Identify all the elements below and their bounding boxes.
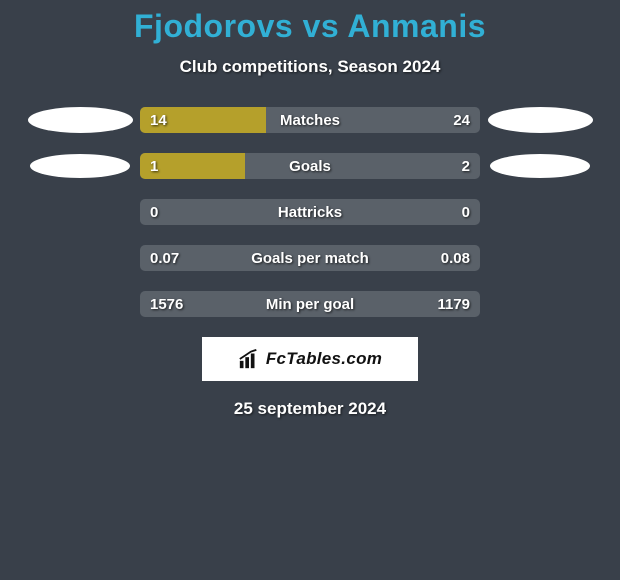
stat-value-right: 2 xyxy=(462,153,470,179)
stat-bar: 1 Goals 2 xyxy=(140,153,480,179)
page-title: Fjodorovs vs Anmanis xyxy=(0,8,620,45)
stat-bar: 0 Hattricks 0 xyxy=(140,199,480,225)
stat-row: 1576 Min per goal 1179 xyxy=(0,291,620,317)
stat-value-right: 0 xyxy=(462,199,470,225)
stat-value-right: 0.08 xyxy=(441,245,470,271)
team-badge-right xyxy=(488,107,593,133)
team-badge-left xyxy=(30,154,130,178)
comparison-card: Fjodorovs vs Anmanis Club competitions, … xyxy=(0,0,620,419)
team-badge-left xyxy=(28,107,133,133)
stat-bar: 14 Matches 24 xyxy=(140,107,480,133)
left-badge-slot xyxy=(20,107,140,133)
brand-box[interactable]: FcTables.com xyxy=(202,337,418,381)
stat-row: 14 Matches 24 xyxy=(0,107,620,133)
stat-bar: 1576 Min per goal 1179 xyxy=(140,291,480,317)
team-badge-right xyxy=(490,154,590,178)
stat-rows: 14 Matches 24 1 Goals 2 xyxy=(0,107,620,317)
left-badge-slot xyxy=(20,154,140,178)
chart-icon xyxy=(238,348,260,370)
brand-label: FcTables.com xyxy=(266,349,382,369)
right-badge-slot xyxy=(480,107,600,133)
stat-label: Goals per match xyxy=(140,245,480,271)
stat-label: Hattricks xyxy=(140,199,480,225)
stat-label: Goals xyxy=(140,153,480,179)
stat-value-right: 24 xyxy=(453,107,470,133)
stat-row: 0.07 Goals per match 0.08 xyxy=(0,245,620,271)
subtitle: Club competitions, Season 2024 xyxy=(0,57,620,77)
stat-bar: 0.07 Goals per match 0.08 xyxy=(140,245,480,271)
stat-label: Min per goal xyxy=(140,291,480,317)
right-badge-slot xyxy=(480,154,600,178)
stat-row: 1 Goals 2 xyxy=(0,153,620,179)
stat-label: Matches xyxy=(140,107,480,133)
stat-value-right: 1179 xyxy=(437,291,470,317)
date-label: 25 september 2024 xyxy=(0,399,620,419)
stat-row: 0 Hattricks 0 xyxy=(0,199,620,225)
